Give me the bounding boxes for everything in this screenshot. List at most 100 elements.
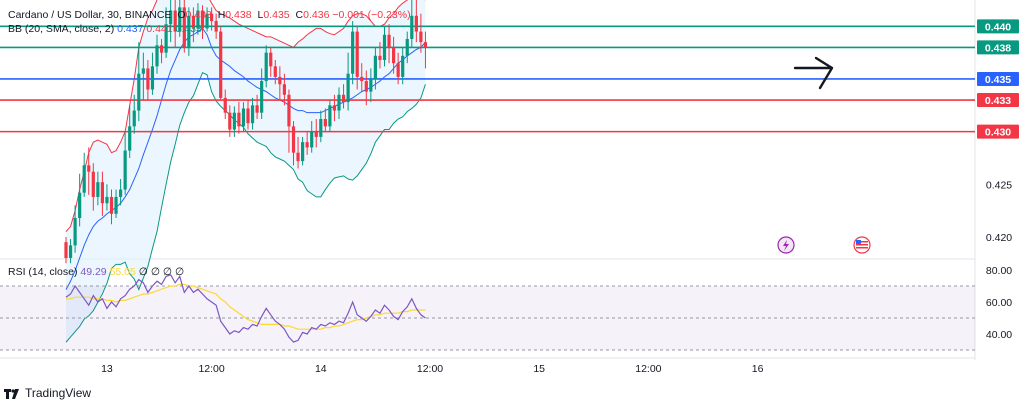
candle-0 (64, 236, 68, 264)
rsi-tick-0: 80.00 (986, 265, 1012, 277)
candle-15 (132, 94, 136, 134)
candle-78 (419, 13, 423, 53)
candle-40 (246, 100, 250, 130)
time-tick-5: 12:00 (635, 363, 661, 375)
candle-55 (314, 118, 318, 148)
candle-48 (282, 73, 286, 106)
candle-body (378, 55, 382, 61)
candle-body (264, 52, 268, 82)
candle-body (328, 105, 332, 127)
candle-77 (414, 0, 418, 43)
candle-64 (355, 26, 359, 90)
candle-68 (373, 47, 377, 90)
candle-25 (178, 0, 182, 37)
candle-body (373, 55, 377, 79)
candle-body (141, 68, 145, 74)
candle-body (355, 31, 359, 77)
us-flag-stripe (856, 241, 868, 243)
level-badge-3 (977, 93, 1019, 108)
rsi-tick-2: 40.00 (986, 329, 1012, 341)
candle-56 (319, 110, 323, 143)
rsi-legend: RSI (14, close) 49.29 55.05 ∅ ∅ ∅ ∅ (8, 266, 184, 278)
candle-body (155, 45, 159, 67)
us-flag-stripe (856, 247, 868, 249)
candle-30 (200, 5, 205, 39)
candle-body (287, 94, 291, 127)
rsi-label: RSI (14, close) (8, 266, 78, 278)
candle-43 (260, 68, 264, 119)
candle-body (410, 15, 414, 39)
lightning-icon-bolt (783, 240, 789, 251)
symbol-legend: Cardano / US Dollar, 30, BINANCE O0.438 … (8, 9, 411, 21)
candle-6 (91, 163, 95, 211)
candle-body (169, 10, 173, 25)
candle-body (241, 108, 246, 127)
candle-7 (96, 171, 100, 206)
candle-body (187, 15, 191, 48)
level-label-4: 0.430 (985, 127, 1011, 139)
candle-12 (119, 179, 123, 206)
candle-58 (328, 100, 332, 132)
rsi-line (65, 274, 426, 343)
bb-legend: BB (20, SMA, close, 2) 0.437 0.441 0.433 (8, 23, 202, 35)
candle-body (341, 94, 346, 103)
lightning-icon (777, 236, 795, 254)
candle-body (310, 131, 314, 148)
candle-body (346, 73, 350, 103)
candle-79 (423, 31, 428, 69)
candle-75 (405, 31, 409, 64)
candle-11 (114, 189, 118, 218)
candle-10 (109, 189, 114, 225)
level-badge-4 (977, 124, 1019, 139)
candle-74 (401, 47, 405, 85)
candle-22 (164, 7, 168, 58)
candle-body (137, 73, 141, 111)
candle-body (332, 105, 337, 111)
candle-2 (73, 205, 77, 253)
candle-20 (155, 34, 159, 74)
candle-body (369, 78, 373, 92)
candle-46 (273, 60, 277, 85)
candle-69 (378, 42, 382, 69)
tradingview-brand[interactable]: TradingView (4, 386, 91, 400)
candle-60 (337, 87, 341, 119)
low-value: 0.435 (263, 9, 290, 21)
rsi-ma-line (66, 283, 426, 330)
candle-body (82, 165, 86, 193)
candle-8 (100, 171, 104, 216)
candle-body (414, 15, 418, 32)
candle-3 (78, 173, 82, 227)
candle-29 (196, 3, 200, 35)
time-tick-1: 12:00 (198, 363, 224, 375)
level-label-3: 0.433 (985, 95, 1011, 107)
candle-body (73, 217, 77, 246)
candle-65 (360, 63, 364, 92)
candle-17 (141, 52, 145, 101)
candle-51 (296, 136, 300, 169)
candle-body (301, 142, 305, 162)
candle-body (214, 21, 218, 32)
candle-body (323, 118, 327, 127)
candle-53 (305, 131, 309, 155)
candle-23 (169, 0, 173, 43)
candle-39 (241, 102, 246, 132)
candle-body (87, 165, 91, 172)
candle-body (91, 171, 95, 197)
candle-76 (410, 0, 414, 48)
time-tick-0: 13 (101, 363, 113, 375)
candle-body (405, 38, 409, 56)
candle-42 (255, 94, 259, 119)
tradingview-logo-icon (4, 388, 21, 399)
high-value: 0.438 (225, 9, 252, 21)
level-label-1: 0.438 (985, 42, 1011, 54)
candle-body (128, 126, 132, 151)
candle-61 (341, 84, 346, 109)
candle-body (150, 66, 155, 90)
candle-31 (205, 7, 209, 32)
candle-63 (351, 21, 355, 85)
candle-body (314, 131, 318, 137)
candle-body (123, 150, 127, 190)
candle-body (419, 31, 423, 43)
candle-38 (237, 102, 241, 134)
